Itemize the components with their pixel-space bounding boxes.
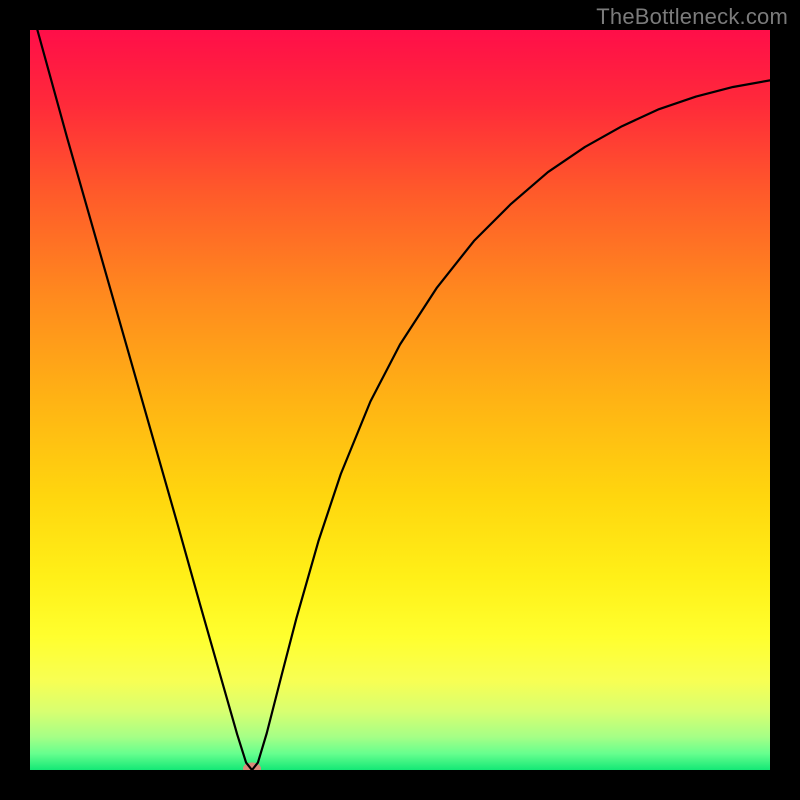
watermark-text: TheBottleneck.com	[596, 4, 788, 30]
plot-area	[30, 30, 770, 770]
bottleneck-curve-chart	[30, 30, 770, 770]
chart-frame: TheBottleneck.com	[0, 0, 800, 800]
